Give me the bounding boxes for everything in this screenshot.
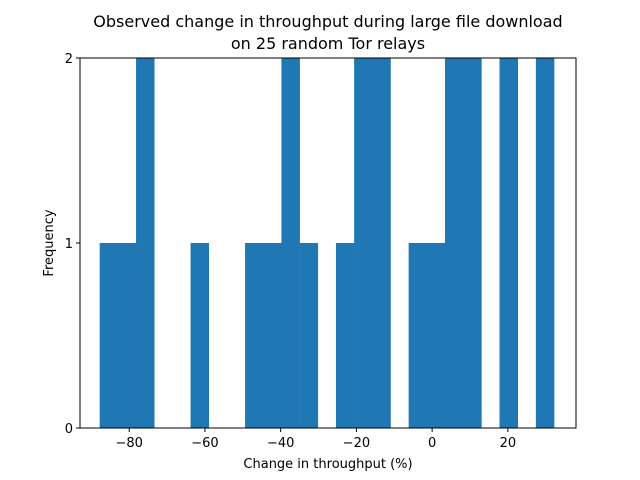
y-axis-ticks: 0 1 2 (65, 52, 80, 437)
histogram-bar-11 (408, 243, 428, 428)
histogram-bar-6 (281, 58, 300, 428)
x-axis-label: Change in throughput (%) (243, 457, 412, 472)
y-axis-label: Frequency (42, 209, 57, 276)
histogram-bar-7 (299, 243, 319, 428)
x-tick-label: −20 (343, 436, 370, 451)
histogram-bar-16 (535, 58, 555, 428)
y-tick-label: 2 (65, 52, 73, 67)
x-tick-label: 20 (500, 436, 517, 451)
histogram-bar-8 (335, 243, 355, 428)
histogram-bar-10 (372, 58, 391, 428)
histogram-bar-9 (354, 58, 373, 428)
histogram-bar-3 (190, 243, 210, 428)
histogram-bar-0 (99, 243, 119, 428)
histogram-bars (99, 58, 555, 428)
histogram-bar-1 (117, 243, 137, 428)
histogram-bar-14 (463, 58, 482, 428)
histogram-bar-4 (245, 243, 264, 428)
histogram-bar-5 (263, 243, 282, 428)
histogram-bar-15 (499, 58, 518, 428)
histogram-bar-12 (426, 243, 446, 428)
y-tick-label: 0 (65, 422, 73, 437)
x-axis-ticks: −80 −60 −40 −20 0 20 (116, 428, 517, 451)
histogram-bar-2 (136, 58, 155, 428)
chart-title-line-1: Observed change in throughput during lar… (93, 12, 562, 31)
histogram-bar-13 (444, 58, 464, 428)
chart-title-line-2: on 25 random Tor relays (231, 34, 425, 53)
x-tick-label: 0 (428, 436, 436, 451)
x-tick-label: −80 (116, 436, 143, 451)
y-tick-label: 1 (65, 237, 73, 252)
x-tick-label: −40 (267, 436, 294, 451)
x-tick-label: −60 (191, 436, 218, 451)
